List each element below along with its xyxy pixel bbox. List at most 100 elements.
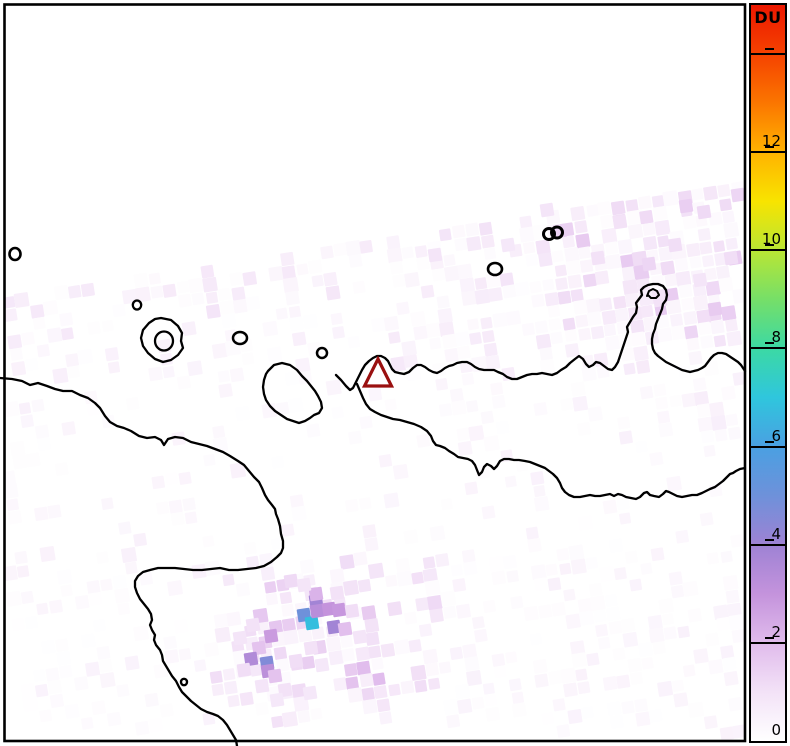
so2-pixel	[343, 579, 359, 596]
so2-pixel	[542, 278, 555, 291]
so2-pixel	[59, 312, 74, 327]
so2-pixel	[723, 250, 739, 266]
so2-pixel	[386, 247, 403, 264]
so2-pixel	[581, 366, 597, 382]
so2-pixel	[182, 497, 196, 512]
so2-pixel	[586, 311, 602, 326]
so2-pixel	[634, 698, 648, 713]
so2-pixel	[551, 250, 564, 263]
so2-pixel	[411, 571, 424, 585]
so2-pixel	[285, 290, 300, 306]
so2-pixel	[308, 586, 324, 602]
so2-pixel	[45, 667, 60, 682]
so2-pixel	[202, 535, 215, 548]
so2-pixel	[16, 565, 30, 578]
so2-pixel	[33, 669, 46, 682]
so2-pixel	[564, 329, 578, 342]
so2-pixel	[5, 308, 18, 322]
so2-pixel	[227, 694, 240, 708]
so2-pixel	[703, 360, 719, 377]
so2-pixel	[657, 327, 673, 343]
so2-pixel	[390, 356, 407, 372]
so2-pixel	[121, 288, 138, 305]
colorbar-minor-tick	[765, 146, 774, 149]
so2-pixel	[692, 377, 707, 392]
so2-pixel	[58, 664, 73, 679]
so2-pixel	[655, 396, 669, 410]
so2-pixel	[243, 651, 259, 667]
so2-pixel	[604, 594, 618, 607]
so2-pixel	[444, 347, 459, 363]
so2-pixel	[622, 631, 639, 648]
so2-pixel	[112, 303, 126, 318]
so2-pixel	[450, 564, 463, 577]
so2-pixel	[534, 673, 549, 688]
so2-pixel	[703, 715, 718, 730]
so2-pixel	[276, 658, 290, 672]
so2-pixel	[570, 558, 587, 575]
colorbar-divider	[751, 249, 785, 252]
so2-pixel	[482, 599, 496, 613]
so2-pixel	[243, 541, 257, 555]
so2-pixel	[728, 697, 743, 712]
so2-pixel	[660, 260, 676, 276]
so2-pixel	[726, 330, 742, 347]
so2-pixel	[706, 552, 719, 565]
so2-pixel	[595, 624, 609, 637]
so2-pixel	[337, 621, 353, 637]
so2-pixel	[466, 670, 482, 686]
so2-pixel	[462, 643, 477, 659]
so2-pixel	[148, 366, 163, 382]
so2-pixel	[732, 288, 744, 304]
so2-pixel	[345, 676, 359, 690]
so2-pixel	[178, 648, 192, 661]
so2-pixel	[577, 598, 593, 613]
so2-pixel	[451, 400, 467, 416]
so2-pixel	[452, 578, 467, 593]
so2-pixel	[328, 650, 344, 666]
so2-pixel	[457, 263, 473, 279]
so2-pixel	[459, 277, 476, 293]
so2-pixel	[609, 714, 624, 729]
so2-pixel	[548, 670, 563, 685]
so2-pixel	[88, 591, 103, 606]
so2-pixel	[20, 683, 36, 699]
so2-pixel	[664, 287, 679, 302]
so2-pixel	[86, 402, 100, 416]
so2-pixel	[74, 676, 89, 691]
so2-pixel	[235, 582, 251, 597]
so2-pixel	[578, 327, 592, 341]
so2-pixel	[675, 529, 690, 544]
so2-pixel	[456, 427, 470, 441]
so2-pixel	[261, 403, 277, 419]
so2-pixel	[683, 311, 698, 325]
so2-pixel	[403, 529, 419, 545]
so2-pixel	[538, 604, 553, 619]
so2-pixel	[468, 425, 485, 442]
so2-pixel	[723, 222, 740, 238]
so2-pixel	[218, 383, 233, 398]
so2-pixel	[648, 627, 665, 644]
so2-pixel	[539, 358, 555, 374]
so2-pixel	[392, 274, 406, 288]
so2-pixel	[331, 602, 347, 618]
so2-pixel	[400, 680, 415, 695]
so2-pixel	[99, 672, 116, 689]
so2-pixel	[572, 395, 589, 412]
so2-pixel	[384, 398, 397, 411]
so2-pixel	[697, 416, 714, 433]
so2-pixel	[22, 695, 39, 712]
colorbar-divider	[751, 543, 785, 546]
so2-pixel	[483, 435, 500, 452]
so2-pixel	[219, 300, 235, 315]
so2-pixel	[289, 316, 304, 332]
so2-pixel	[705, 280, 721, 297]
so2-pixel	[568, 544, 585, 561]
so2-pixel	[449, 388, 464, 403]
so2-pixel	[602, 499, 618, 515]
so2-pixel	[200, 264, 215, 279]
so2-pixel	[396, 570, 413, 587]
so2-pixel	[303, 640, 319, 656]
so2-pixel	[588, 582, 603, 597]
so2-pixel	[438, 321, 455, 337]
